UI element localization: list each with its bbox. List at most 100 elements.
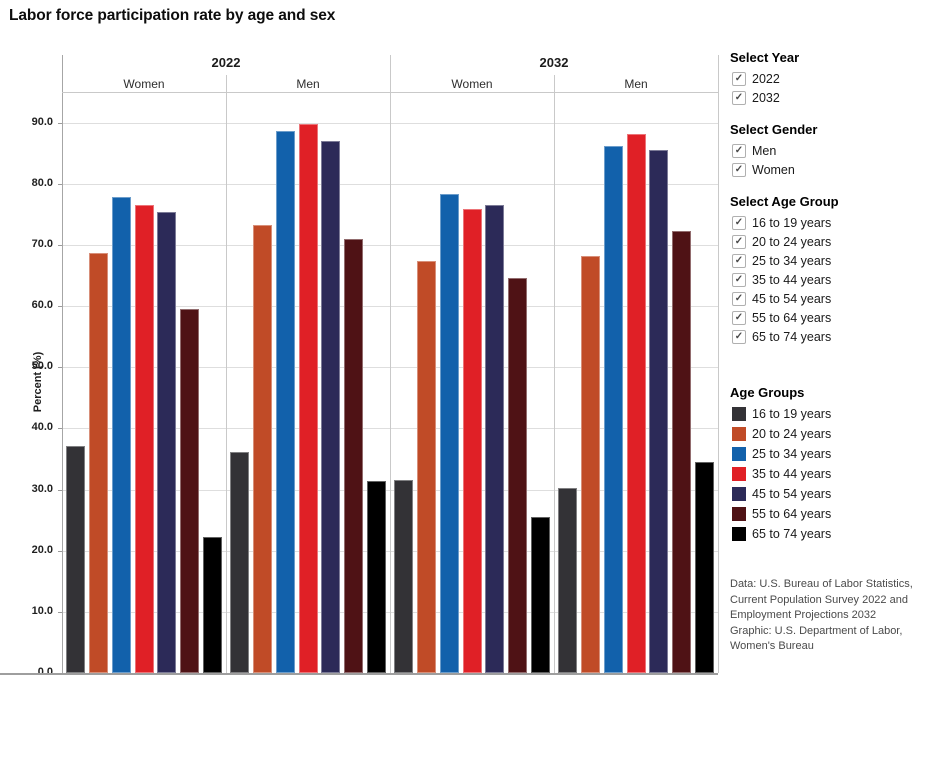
bar-2022-men-35-to-44-years[interactable] xyxy=(298,124,318,673)
sex-header-2032-men: Men xyxy=(624,77,648,91)
bar-2022-men-20-to-24-years[interactable] xyxy=(252,225,272,673)
checkbox-45-to-54-years[interactable]: ✓ xyxy=(732,291,746,306)
bar-2022-men-16-to-19-years[interactable] xyxy=(230,452,249,673)
y-tick-mark xyxy=(58,550,62,552)
y-tick-label: 90.0 xyxy=(31,115,53,128)
checkbox-55-to-64-years[interactable]: ✓ xyxy=(732,310,746,325)
y-tick-mark xyxy=(58,183,62,185)
y-tick-mark xyxy=(58,306,62,308)
sex-header-2022-men: Men xyxy=(296,77,320,91)
bar-2032-women-25-to-34-years[interactable] xyxy=(439,194,459,673)
filter-option-women[interactable]: ✓ Women xyxy=(730,160,930,179)
checkbox-35-to-44-years[interactable]: ✓ xyxy=(732,272,746,287)
legend-item-16-to-19-years[interactable]: 16 to 19 years xyxy=(730,404,930,424)
checkbox-16-to-19-years[interactable]: ✓ xyxy=(732,215,746,230)
legend-item-65-to-74-years[interactable]: 65 to 74 years xyxy=(730,524,930,544)
filter-option-16-to-19-years[interactable]: ✓ 16 to 19 years xyxy=(730,213,930,232)
checkbox-2032[interactable]: ✓ xyxy=(732,90,746,105)
page-title: Labor force participation rate by age an… xyxy=(9,7,336,24)
bar-2022-women-35-to-44-years[interactable] xyxy=(134,205,154,673)
filter-option-men[interactable]: ✓ Men xyxy=(730,141,930,160)
filter-section-year: Select Year ✓ 2022 ✓ 2032 xyxy=(730,50,930,107)
legend-label: 20 to 24 years xyxy=(752,427,832,441)
bar-2032-men-16-to-19-years[interactable] xyxy=(558,488,577,673)
filter-option-45-to-54-years[interactable]: ✓ 45 to 54 years xyxy=(730,289,930,308)
filter-title-age-group: Select Age Group xyxy=(730,194,839,209)
bar-2022-women-25-to-34-years[interactable] xyxy=(111,197,131,673)
y-tick-mark xyxy=(58,428,62,430)
filter-option-55-to-64-years[interactable]: ✓ 55 to 64 years xyxy=(730,308,930,327)
bar-2032-men-35-to-44-years[interactable] xyxy=(626,134,646,673)
y-tick-label: 70.0 xyxy=(31,237,53,250)
plot-right-border xyxy=(718,55,719,673)
bar-2022-men-55-to-64-years[interactable] xyxy=(344,238,364,673)
filter-option-2022[interactable]: ✓ 2022 xyxy=(730,69,930,88)
legend-swatch-16-to-19-years xyxy=(732,407,746,421)
filter-option-label: 65 to 74 years xyxy=(752,329,832,344)
legend-label: 35 to 44 years xyxy=(752,467,832,481)
legend-title: Age Groups xyxy=(730,385,805,400)
checkbox-25-to-34-years[interactable]: ✓ xyxy=(732,253,746,268)
legend-rows: 16 to 19 years 20 to 24 years 25 to 34 yea… xyxy=(730,404,930,544)
checkbox-women[interactable]: ✓ xyxy=(732,162,746,177)
y-tick-mark xyxy=(58,244,62,246)
bar-2022-men-45-to-54-years[interactable] xyxy=(321,140,341,673)
filter-rows-gender: ✓ Men ✓ Women xyxy=(730,141,930,179)
filter-option-label: 55 to 64 years xyxy=(752,310,832,325)
bar-2032-women-35-to-44-years[interactable] xyxy=(462,208,482,673)
bar-2022-men-25-to-34-years[interactable] xyxy=(275,130,295,673)
filter-option-65-to-74-years[interactable]: ✓ 65 to 74 years xyxy=(730,327,930,346)
checkbox-65-to-74-years[interactable]: ✓ xyxy=(732,329,746,344)
checkbox-men[interactable]: ✓ xyxy=(732,143,746,158)
filter-option-label: 2032 xyxy=(752,90,780,105)
filter-rows-age-group: ✓ 16 to 19 years ✓ 20 to 24 years ✓ 25 to 34 … xyxy=(730,213,930,346)
filter-option-label: 35 to 44 years xyxy=(752,272,832,287)
bar-2032-men-25-to-34-years[interactable] xyxy=(603,145,623,673)
bar-2022-women-16-to-19-years[interactable] xyxy=(66,446,85,673)
y-tick-label: 30.0 xyxy=(31,482,53,495)
sex-header-2032-women: Women xyxy=(451,77,493,91)
bar-2022-women-20-to-24-years[interactable] xyxy=(88,253,108,673)
bar-2022-women-55-to-64-years[interactable] xyxy=(180,309,200,673)
y-tick-mark xyxy=(58,489,62,491)
bar-2032-men-20-to-24-years[interactable] xyxy=(580,255,600,673)
bar-2032-women-45-to-54-years[interactable] xyxy=(485,205,505,673)
legend-section: Age Groups 16 to 19 years 20 to 24 years 2… xyxy=(730,385,930,544)
legend-label: 65 to 74 years xyxy=(752,527,832,541)
legend-label: 16 to 19 years xyxy=(752,407,832,421)
bar-2032-women-16-to-19-years[interactable] xyxy=(394,479,413,673)
filter-option-35-to-44-years[interactable]: ✓ 35 to 44 years xyxy=(730,270,930,289)
bar-2022-women-65-to-74-years[interactable] xyxy=(203,537,223,673)
filter-option-20-to-24-years[interactable]: ✓ 20 to 24 years xyxy=(730,232,930,251)
filter-option-25-to-34-years[interactable]: ✓ 25 to 34 years xyxy=(730,251,930,270)
filter-option-label: 2022 xyxy=(752,71,780,86)
y-tick-label: 60.0 xyxy=(31,299,53,312)
sex-header-2022-women: Women xyxy=(123,77,165,91)
checkbox-2022[interactable]: ✓ xyxy=(732,71,746,86)
bar-2032-men-65-to-74-years[interactable] xyxy=(695,462,715,673)
legend-swatch-35-to-44-years xyxy=(732,467,746,481)
bar-2032-men-55-to-64-years[interactable] xyxy=(672,230,692,673)
legend-item-55-to-64-years[interactable]: 55 to 64 years xyxy=(730,504,930,524)
legend-item-25-to-34-years[interactable]: 25 to 34 years xyxy=(730,444,930,464)
y-tick-label: 50.0 xyxy=(31,360,53,373)
legend-item-20-to-24-years[interactable]: 20 to 24 years xyxy=(730,424,930,444)
filter-option-label: 45 to 54 years xyxy=(752,291,832,306)
legend-item-35-to-44-years[interactable]: 35 to 44 years xyxy=(730,464,930,484)
bar-2032-women-20-to-24-years[interactable] xyxy=(416,261,436,673)
filter-title-year: Select Year xyxy=(730,50,800,65)
legend-item-45-to-54-years[interactable]: 45 to 54 years xyxy=(730,484,930,504)
filter-option-2032[interactable]: ✓ 2032 xyxy=(730,88,930,107)
y-axis-line xyxy=(62,55,63,673)
y-tick-label: 40.0 xyxy=(31,421,53,434)
bar-2032-women-55-to-64-years[interactable] xyxy=(508,277,528,673)
checkbox-20-to-24-years[interactable]: ✓ xyxy=(732,234,746,249)
bar-2032-women-65-to-74-years[interactable] xyxy=(531,517,551,673)
bar-2032-men-45-to-54-years[interactable] xyxy=(649,150,669,673)
bar-2022-men-65-to-74-years[interactable] xyxy=(367,480,387,673)
source-note: Data: U.S. Bureau of Labor Statistics, Cu… xyxy=(730,577,930,655)
y-tick-mark xyxy=(58,611,62,613)
bar-2022-women-45-to-54-years[interactable] xyxy=(157,212,177,673)
y-tick-mark xyxy=(58,367,62,369)
